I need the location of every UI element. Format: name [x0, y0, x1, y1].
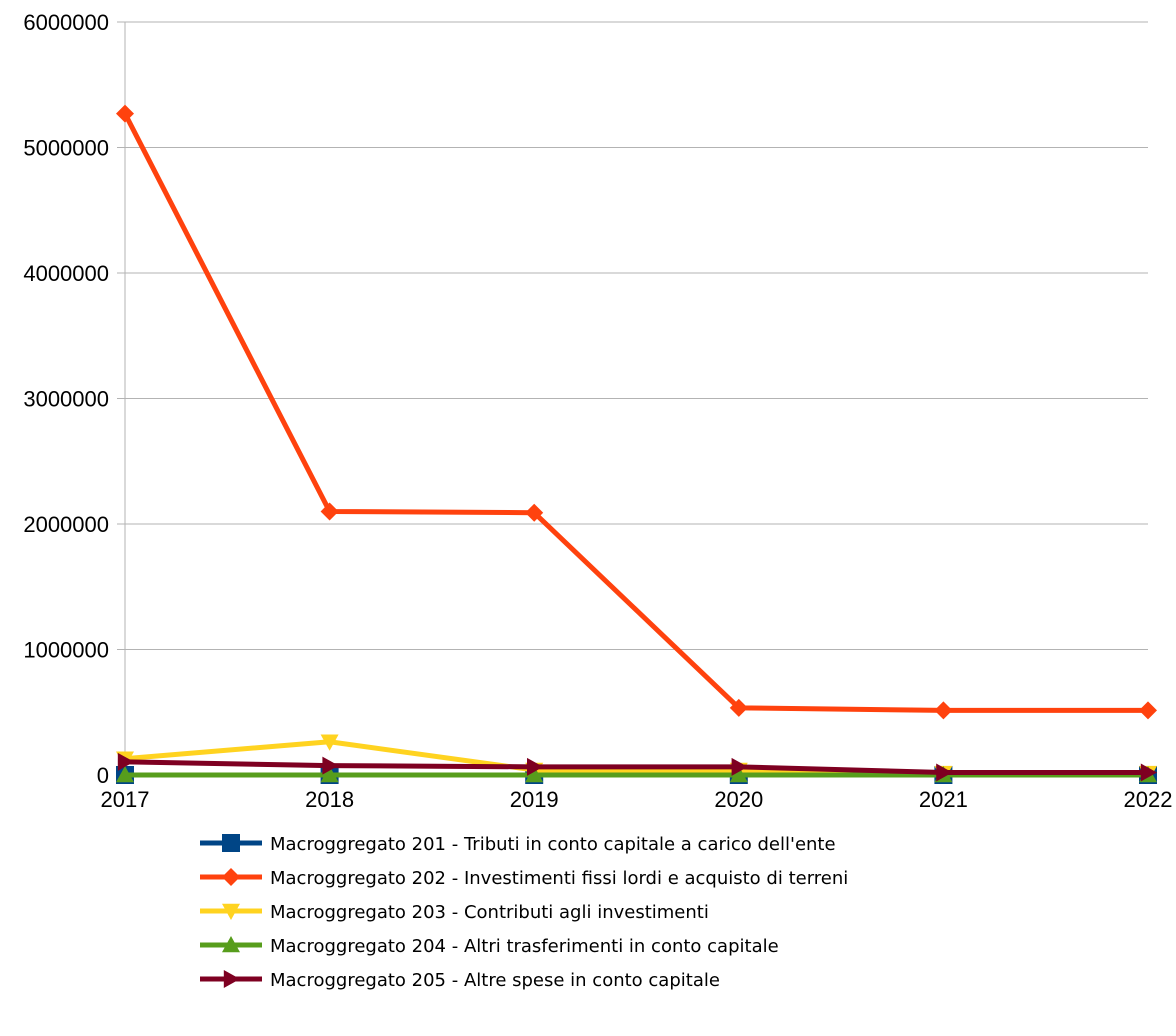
y-tick-label: 5000000	[23, 136, 109, 161]
data-point	[320, 502, 339, 521]
series-line	[124, 759, 1148, 775]
data-point	[527, 757, 544, 776]
legend-item: Macroggregato 202 - Investimenti fissi l…	[200, 868, 848, 889]
legend-item: Macroggregato 205 - Altre spese in conto…	[200, 970, 720, 991]
data-point	[322, 756, 339, 775]
legend-item: Macroggregato 201 - Tributi in conto cap…	[200, 834, 836, 855]
data-point	[936, 763, 953, 782]
legend-label: Macroggregato 201 - Tributi in conto cap…	[270, 834, 836, 855]
legend-swatch-marker	[222, 936, 240, 953]
data-point	[1140, 763, 1157, 782]
data-point	[729, 698, 748, 717]
legend: Macroggregato 201 - Tributi in conto cap…	[200, 834, 848, 991]
data-point	[1139, 701, 1157, 720]
data-series	[116, 104, 1157, 784]
x-axis-tick-labels: 2017 2018 2019 2020 2021 2022	[101, 787, 1173, 812]
legend-item: Macroggregato 203 - Contributi agli inve…	[200, 902, 709, 923]
y-tick-label: 3000000	[23, 387, 109, 412]
gridlines	[125, 21, 1148, 650]
y-tick-label: 0	[97, 763, 109, 788]
data-point	[320, 734, 339, 751]
y-axis-tick-labels: 0 1000000 2000000 3000000 4000000 5000000 6000…	[23, 10, 109, 788]
data-point	[525, 766, 544, 783]
x-tick-label: 2021	[919, 787, 968, 812]
x-tick-label: 2022	[1124, 787, 1173, 812]
series-5	[117, 752, 1157, 782]
legend-label: Macroggregato 205 - Altre spese in conto…	[270, 970, 720, 991]
y-tick-label: 6000000	[23, 10, 109, 35]
data-point	[934, 701, 953, 720]
data-point	[320, 766, 339, 783]
legend-label: Macroggregato 202 - Investimenti fissi l…	[270, 868, 848, 889]
data-point	[729, 766, 748, 783]
legend-item: Macroggregato 204 - Altri trasferimenti …	[200, 936, 779, 957]
x-tick-label: 2017	[101, 787, 150, 812]
x-tick-label: 2019	[510, 787, 559, 812]
y-tick-label: 4000000	[23, 261, 109, 286]
legend-swatch-marker	[223, 970, 240, 988]
legend-swatch-marker	[222, 868, 240, 886]
series-line	[122, 112, 1148, 713]
legend-label: Macroggregato 204 - Altri trasferimenti …	[270, 936, 779, 957]
data-point	[731, 757, 748, 776]
x-tick-label: 2018	[305, 787, 354, 812]
data-point	[525, 503, 544, 522]
legend-swatch-marker	[222, 834, 240, 852]
data-point	[117, 752, 134, 771]
series-2	[116, 104, 1157, 720]
legend-label: Macroggregato 203 - Contributi agli inve…	[270, 902, 709, 923]
data-point	[116, 104, 134, 123]
x-tick-label: 2020	[714, 787, 763, 812]
data-point	[116, 766, 134, 783]
y-tick-label: 2000000	[23, 512, 109, 537]
legend-swatch-marker	[222, 903, 240, 920]
y-tick-label: 1000000	[23, 638, 109, 663]
